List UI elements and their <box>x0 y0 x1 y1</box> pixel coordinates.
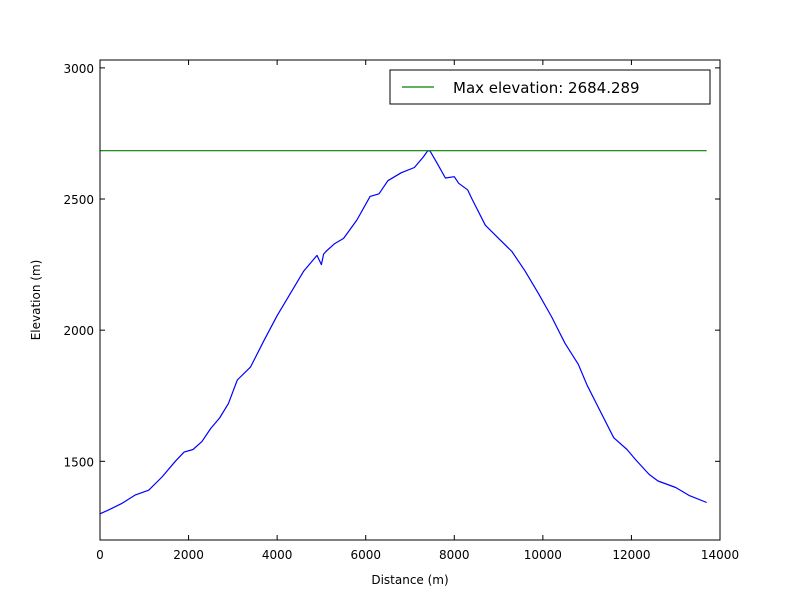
legend-box <box>389 69 711 105</box>
plot-area <box>100 60 720 540</box>
legend-label-max-elevation: Max elevation: 2684.289 <box>453 79 640 97</box>
series-elevation-profile <box>99 150 707 515</box>
x-tick-label: 6000 <box>350 548 381 562</box>
series-layer <box>99 150 707 515</box>
plot-frame <box>99 59 721 541</box>
x-tick-label: 14000 <box>701 548 739 562</box>
x-tick-label: 8000 <box>439 548 470 562</box>
x-axis-label: Distance (m) <box>371 573 448 587</box>
x-tick-label: 2000 <box>173 548 204 562</box>
x-tick-label: 4000 <box>262 548 293 562</box>
x-tick-label: 0 <box>96 548 104 562</box>
y-axis-label: Elevation (m) <box>29 260 43 341</box>
y-tick-label: 2500 <box>63 193 94 207</box>
y-tick-label: 2000 <box>63 324 94 338</box>
x-tick-label: 12000 <box>612 548 650 562</box>
x-tick-label: 10000 <box>524 548 562 562</box>
legend: Max elevation: 2684.289 <box>389 69 711 105</box>
y-tick-label: 1500 <box>63 455 94 469</box>
tick-layer: 0 2000 4000 6000 8000 10000 12000 14000 1500 2000… <box>63 60 739 562</box>
y-tick-label: 3000 <box>63 62 94 76</box>
